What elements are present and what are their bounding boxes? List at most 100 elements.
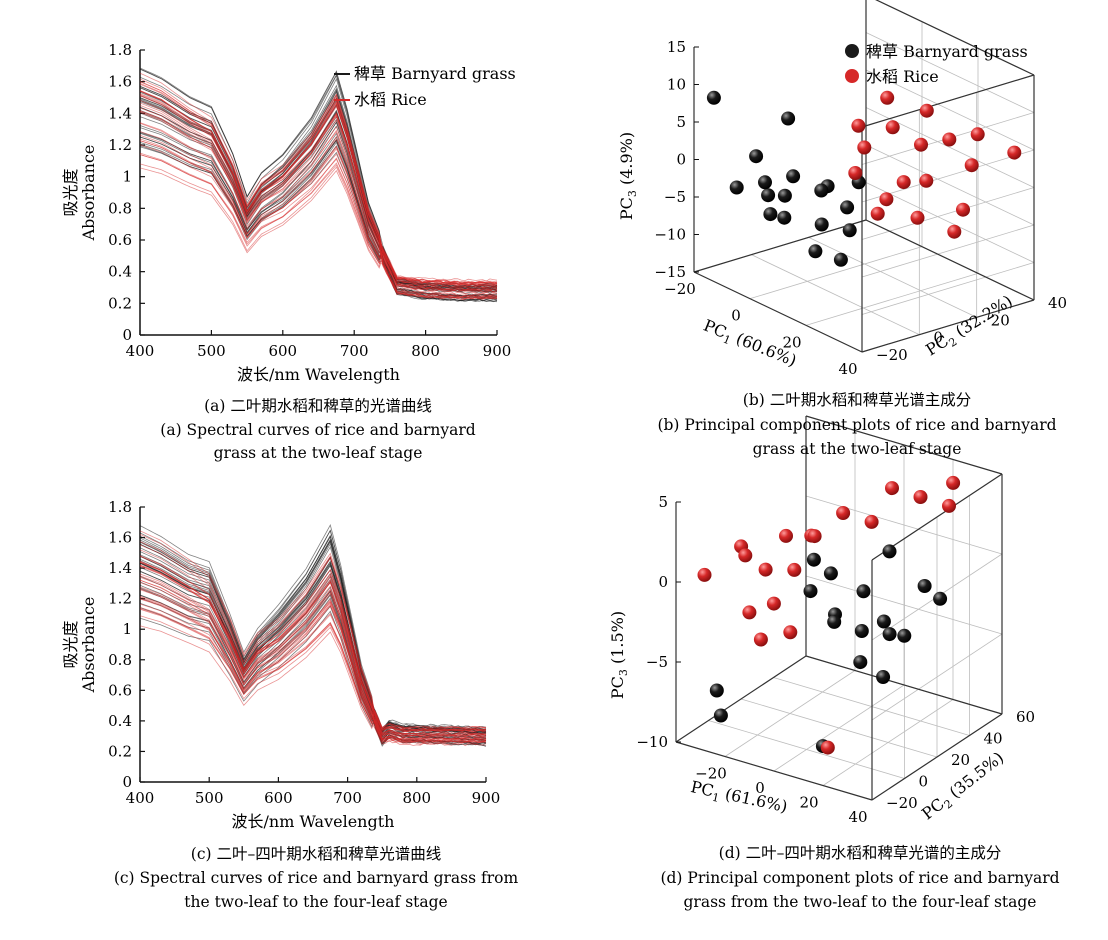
frame-edge [871, 473, 1003, 561]
x-axis-label: PC1 (61.6%) [688, 777, 789, 819]
rice-point [880, 90, 895, 105]
y-tick-label: 1.2 [108, 136, 132, 154]
y-tick-label: −20 [886, 794, 918, 812]
rice-curve [139, 138, 497, 291]
z-tick-label: 5 [676, 113, 686, 131]
z-axis-label: PC3 (4.9%) [617, 132, 639, 220]
y-tick-label: 1.8 [108, 498, 132, 516]
side-wall-grid [861, 187, 1035, 240]
barnyard-point [803, 584, 818, 599]
rice-curve [139, 78, 498, 285]
rice-point [783, 625, 798, 640]
z-tick-label: −5 [664, 188, 686, 206]
barnyard-point [882, 544, 897, 559]
rice-point [879, 192, 894, 207]
y-tick-label: 1 [122, 168, 132, 186]
y-axis-label-cn: 吸光度 [61, 168, 80, 216]
barnyard-point [806, 552, 821, 567]
rice-point [964, 158, 979, 173]
barnyard-curve [139, 132, 498, 297]
y-axis-label-en: Absorbance [79, 145, 98, 242]
caption-b-line1: (b) 二叶期水稻和稗草光谱主成分 [743, 391, 971, 409]
rice-point [946, 475, 961, 490]
side-wall-grid [861, 224, 1035, 278]
x-tick-label: 900 [472, 789, 501, 807]
rice-curve [139, 110, 498, 297]
barnyard-curve [139, 580, 487, 746]
y-tick-label: 0.4 [108, 263, 132, 281]
y-tick-label: 0 [122, 773, 132, 791]
y-tick-label: 1.8 [108, 41, 132, 59]
caption-c-line1: (c) 二叶–四叶期水稻和稗草光谱曲线 [191, 845, 441, 863]
barnyard-curve [139, 77, 498, 303]
y-tick-label: 0 [919, 773, 929, 791]
rice-point [848, 166, 863, 180]
x-tick-label: 700 [333, 789, 362, 807]
rice-point [807, 529, 822, 544]
frame-edge [693, 219, 867, 273]
side-wall-grid [861, 149, 1035, 203]
barnyard-point [706, 90, 721, 105]
y-tick-label: 0.8 [108, 199, 132, 217]
rice-curve [139, 575, 487, 745]
rice-point [758, 562, 773, 577]
rice-curve [139, 94, 498, 287]
rice-point [738, 548, 753, 563]
floor-grid [805, 272, 979, 326]
y-tick-label: 20 [991, 311, 1010, 329]
caption-a-line3: grass at the two-leaf stage [214, 444, 423, 462]
legend-a-barnyard-label: 稗草 Barnyard grass [354, 64, 516, 83]
rice-point [787, 562, 802, 577]
barnyard-point [827, 614, 842, 629]
frame-edge [861, 299, 1035, 353]
barnyard-point [917, 579, 932, 593]
legend-b-barnyard-label: 稗草 Barnyard grass [866, 42, 1028, 61]
y-tick-label: 0 [122, 326, 132, 344]
x-tick-label: 20 [782, 333, 801, 351]
floor-grid [751, 254, 920, 336]
caption-a-line2: (a) Spectral curves of rice and barnyard [160, 421, 475, 439]
legend-panel-a: 稗草 Barnyard grass 水稻 Rice [334, 64, 516, 109]
barnyard-curve [139, 542, 487, 730]
barnyard-curve [139, 125, 498, 301]
x-tick-label: 40 [848, 808, 867, 826]
y-tick-label: 40 [984, 730, 1003, 748]
y-tick-label: 0.2 [108, 742, 132, 760]
rice-point [1007, 145, 1022, 160]
back-wall-grid [865, 69, 1035, 151]
barnyard-curve [139, 74, 498, 292]
z-tick-label: −10 [654, 226, 686, 244]
rice-curve [139, 83, 498, 299]
rice-point [885, 481, 899, 496]
z-tick-label: −5 [646, 653, 668, 671]
rice-point [970, 127, 985, 142]
barnyard-point [713, 708, 728, 723]
rice-curve [139, 564, 487, 731]
x-tick-label: 800 [402, 789, 431, 807]
frame-edge [693, 271, 863, 353]
barnyard-curve [139, 143, 498, 291]
caption-c-line2: (c) Spectral curves of rice and barnyard… [114, 869, 519, 887]
rice-curve [139, 586, 487, 741]
z-tick-label: 15 [667, 38, 686, 56]
barnyard-point [758, 175, 772, 190]
x-tick-label: 900 [483, 342, 512, 360]
z-tick-label: 10 [667, 76, 686, 94]
rice-curve [139, 534, 487, 744]
barnyard-point [729, 180, 744, 195]
points [706, 90, 1022, 267]
y-tick-label: 60 [1016, 708, 1035, 726]
rice-curve [139, 544, 487, 732]
x-tick-label: −20 [664, 280, 696, 298]
barnyard-point [763, 207, 778, 222]
back-wall-grid [865, 32, 1035, 113]
barnyard-curve [139, 584, 487, 742]
caption-a-line1: (a) 二叶期水稻和稗草的光谱曲线 [204, 397, 432, 415]
y-tick-label: 0.6 [108, 681, 132, 699]
caption-a: (a) 二叶期水稻和稗草的光谱曲线 (a) Spectral curves of… [160, 397, 475, 462]
barnyard-point [882, 627, 897, 642]
floor-grid [749, 246, 923, 300]
barnyard-curve [139, 121, 498, 293]
barnyard-point [749, 149, 764, 164]
